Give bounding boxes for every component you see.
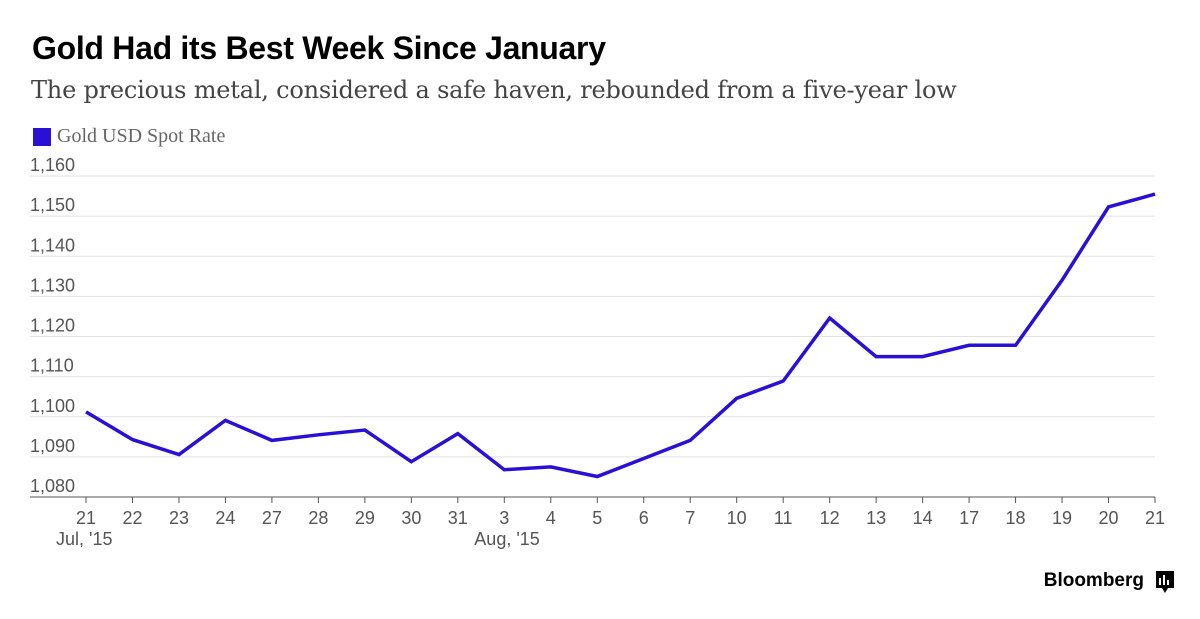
x-tick-label: 29 [355, 508, 375, 528]
data-point [363, 428, 367, 432]
chart-subtitle: The precious metal, considered a safe ha… [31, 76, 957, 104]
y-tick-label: 1,130 [30, 275, 75, 295]
x-tick-label: 6 [639, 508, 649, 528]
bloomberg-logo: Bloomberg [1043, 570, 1144, 591]
data-point [1060, 278, 1064, 282]
y-tick-label: 1,140 [30, 235, 75, 255]
x-tick-label: 18 [1006, 508, 1026, 528]
chart-title: Gold Had its Best Week Since January [32, 30, 606, 66]
x-tick-label: 12 [820, 508, 840, 528]
legend-swatch [33, 127, 51, 146]
x-tick-label: 30 [401, 508, 421, 528]
data-point [874, 355, 878, 359]
x-tick-label: 14 [913, 508, 933, 528]
y-tick-label: 1,080 [30, 476, 75, 496]
x-tick-label: 24 [215, 508, 235, 528]
data-point [781, 379, 785, 383]
data-point [549, 465, 553, 469]
data-point [456, 432, 460, 436]
data-point [409, 460, 413, 464]
x-tick-label: 3 [499, 508, 509, 528]
data-point [84, 410, 88, 414]
y-tick-label: 1,160 [30, 155, 75, 175]
x-tick-label: 23 [169, 508, 189, 528]
data-point [130, 438, 134, 442]
y-tick-label: 1,150 [30, 195, 75, 215]
x-tick-label: 10 [727, 508, 747, 528]
data-point [1153, 192, 1157, 196]
x-tick-label: 5 [592, 508, 602, 528]
data-point [316, 433, 320, 437]
x-month-label: Aug, '15 [474, 529, 539, 549]
x-tick-label: 28 [308, 508, 328, 528]
data-point [642, 456, 646, 460]
data-point [223, 418, 227, 422]
legend: Gold USD Spot Rate [33, 125, 225, 148]
y-tick-label: 1,090 [30, 436, 75, 456]
x-tick-label: 13 [866, 508, 886, 528]
legend-label: Gold USD Spot Rate [57, 125, 226, 147]
y-axis: 1,080 1,090 1,100 1,110 1,120 1,130 1,140 1,150… [30, 155, 75, 496]
y-tick-label: 1,100 [30, 396, 75, 416]
data-point [688, 438, 692, 442]
bloomberg-bars-icon [1156, 571, 1174, 593]
series [84, 192, 1157, 479]
data-point [595, 475, 599, 479]
x-tick-label: 21 [76, 508, 96, 528]
y-tick-label: 1,110 [30, 356, 74, 376]
data-point [828, 316, 832, 320]
x-tick-label: 31 [448, 508, 468, 528]
series-line-gold-usd-spot-rate [85, 192, 1156, 479]
gridlines [30, 175, 1155, 458]
x-tick-label: 20 [1099, 508, 1119, 528]
data-point [1107, 205, 1111, 209]
data-point [967, 343, 971, 347]
data-point [921, 355, 925, 359]
y-tick-label: 1,120 [30, 316, 75, 336]
x-tick-label: 21 [1145, 508, 1165, 528]
x-tick-label: 4 [546, 508, 556, 528]
x-tick-label: 22 [122, 508, 142, 528]
data-point [1014, 343, 1018, 347]
x-month-label: Jul, '15 [56, 529, 112, 549]
x-tick-label: 19 [1052, 508, 1072, 528]
data-point [502, 468, 506, 472]
x-tick-label: 11 [774, 508, 793, 528]
x-tick-label: 17 [959, 508, 979, 528]
x-tick-label: 27 [262, 508, 282, 528]
data-point [177, 452, 181, 456]
x-tick-label: 7 [685, 508, 695, 528]
data-point [735, 396, 739, 400]
data-point [270, 438, 274, 442]
x-axis: 21 22 23 24 27 28 29 30 31 3 4 5 6 7 10 11 12 13 14 17 18 19 2… [30, 496, 1165, 549]
